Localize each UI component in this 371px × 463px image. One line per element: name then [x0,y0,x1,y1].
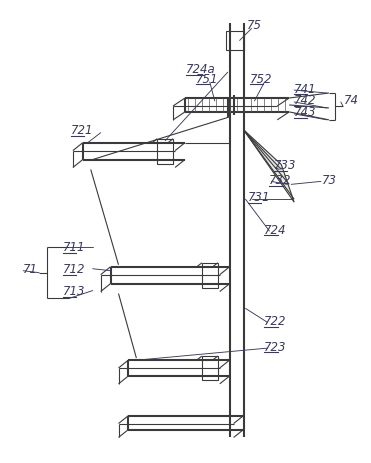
Text: 752: 752 [250,73,272,86]
Text: 733: 733 [274,159,297,172]
Text: 732: 732 [269,174,292,187]
Text: 731: 731 [247,190,270,203]
Text: 71: 71 [23,263,38,275]
Text: 751: 751 [196,73,219,86]
Text: 742: 742 [294,94,317,107]
Text: 743: 743 [294,106,317,119]
Polygon shape [244,131,294,203]
Text: 74: 74 [344,94,359,107]
Bar [202,357,218,380]
Text: 722: 722 [265,314,287,327]
Text: 724a: 724a [186,63,216,75]
Text: 711: 711 [63,241,85,254]
Text: 75: 75 [247,19,262,32]
Text: 73: 73 [322,174,337,187]
Text: 713: 713 [63,284,85,297]
Text: 741: 741 [294,82,317,95]
Bar [202,263,218,288]
Text: 724: 724 [265,223,287,236]
Text: 721: 721 [71,124,93,137]
Text: 723: 723 [265,340,287,353]
Bar [226,31,244,51]
Bar [157,139,173,164]
Text: 712: 712 [63,263,85,275]
